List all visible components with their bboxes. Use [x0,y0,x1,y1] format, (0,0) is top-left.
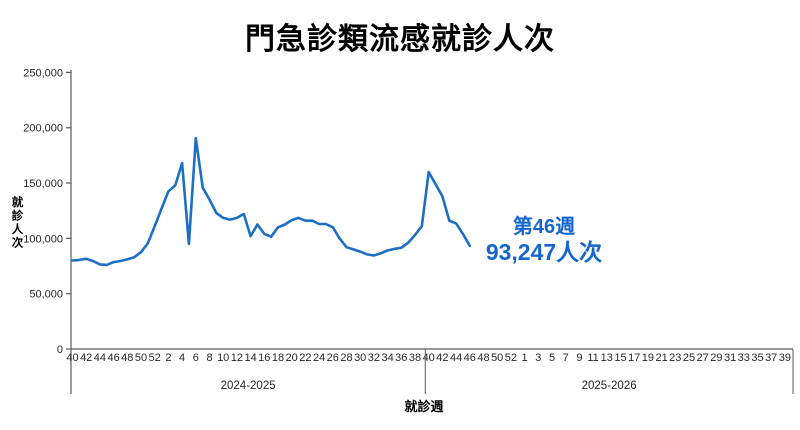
x-tick-label: 30 [354,352,366,364]
chart-title: 門急診類流感就診人次 [245,23,555,56]
x-tick-label: 32 [368,352,380,364]
x-axis-title: 就診週 [404,399,444,414]
y-tick-label: 0 [57,344,63,356]
x-tick-label: 42 [436,352,448,364]
annotation: 第46週 93,247人次 [464,216,624,265]
y-tick-label: 250,000 [23,67,63,79]
x-tick-label: 17 [628,352,640,364]
x-tick-label: 2 [165,352,171,364]
annotation-week: 第46週 [512,216,576,238]
season-label: 2025-2026 [582,380,637,392]
x-tick-label: 22 [299,352,311,364]
x-tick-label: 26 [327,352,339,364]
x-tick-label: 37 [765,352,777,364]
x-tick-label: 12 [231,352,243,364]
x-tick-label: 28 [340,352,352,364]
x-tick-label: 44 [450,352,462,364]
x-tick-label: 24 [313,352,325,364]
x-tick-label: 21 [655,352,667,364]
flu-visits-line [71,136,472,267]
y-axis-title: 就診人次 [10,196,23,250]
x-tick-label: 34 [381,352,393,364]
x-tick-label: 16 [258,352,270,364]
x-tick-label: 14 [244,352,256,364]
x-tick-label: 35 [751,352,763,364]
x-tick-label: 15 [614,352,626,364]
y-tick-label: 100,000 [23,233,63,245]
x-tick-label: 5 [549,352,555,364]
x-tick-label: 20 [286,352,298,364]
x-tick-label: 42 [80,352,92,364]
x-tick-label: 48 [477,352,489,364]
x-tick-label: 27 [697,352,709,364]
x-tick-label: 29 [710,352,722,364]
x-tick-label: 11 [587,352,598,364]
x-tick-label: 48 [121,352,133,364]
x-tick-label: 9 [576,352,582,364]
x-tick-label: 25 [683,352,695,364]
x-tick-label: 10 [217,352,229,364]
x-tick-label: 13 [601,352,613,364]
x-tick-label: 50 [135,352,147,364]
x-tick-label: 52 [505,352,517,364]
x-tick-label: 19 [642,352,654,364]
x-tick-label: 40 [423,352,435,364]
x-tick-label: 39 [779,352,791,364]
x-tick-label: 6 [193,352,199,364]
season-label: 2024-2025 [221,380,276,392]
annotation-count: 93,247人次 [485,239,603,265]
x-tick-label: 1 [522,352,528,364]
x-tick-label: 23 [669,352,681,364]
x-tick-label: 36 [395,352,407,364]
x-tick-label: 18 [272,352,284,364]
x-tick-label: 3 [535,352,541,364]
x-tick-label: 46 [107,352,119,364]
x-tick-label: 7 [563,352,569,364]
y-tick-label: 200,000 [23,123,63,135]
x-tick-label: 50 [491,352,503,364]
x-tick-label: 38 [409,352,421,364]
y-tick-label: 150,000 [23,178,63,190]
x-tick-label: 44 [94,352,106,364]
x-tick-label: 46 [464,352,476,364]
x-tick-label: 4 [179,352,185,364]
x-tick-label: 40 [66,352,78,364]
x-tick-label: 33 [738,352,750,364]
x-tick-label: 52 [149,352,161,364]
x-tick-label: 8 [206,352,212,364]
y-tick-label: 50,000 [29,289,63,301]
x-tick-label: 31 [724,352,736,364]
